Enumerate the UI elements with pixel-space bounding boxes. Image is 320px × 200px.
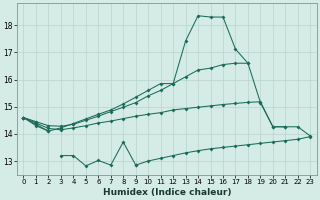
X-axis label: Humidex (Indice chaleur): Humidex (Indice chaleur) bbox=[103, 188, 231, 197]
